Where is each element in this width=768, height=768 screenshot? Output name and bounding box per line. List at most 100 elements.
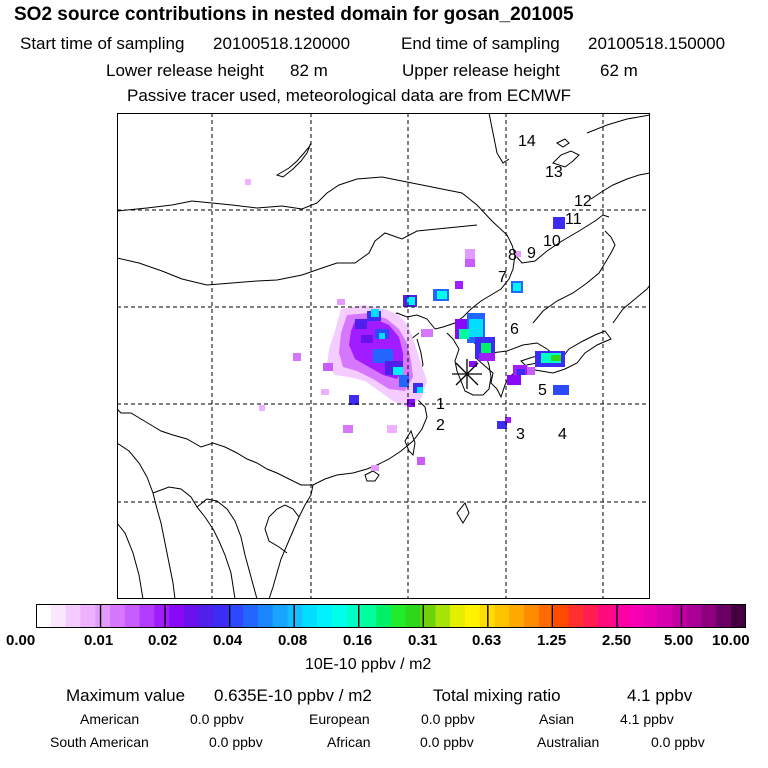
lower-release-label: Lower release height <box>106 61 264 80</box>
colorbar-cell <box>405 604 422 628</box>
receptor-asterisk <box>452 359 482 389</box>
region-label-12: 12 <box>574 193 592 210</box>
colorbar-cell <box>36 604 52 628</box>
south-american-value: 0.0 ppbv <box>209 734 263 750</box>
american-label: American <box>80 711 140 727</box>
colorbar-cell <box>494 604 510 628</box>
region-label-8: 8 <box>508 247 517 264</box>
lat-lon-grid <box>117 113 650 599</box>
colorbar-cell <box>361 604 377 628</box>
colorbar-cell <box>524 604 540 628</box>
colorbar-cell <box>272 604 288 628</box>
map-frame <box>117 113 650 599</box>
colorbar-cell <box>672 604 688 628</box>
colorbar-cell <box>568 604 584 628</box>
color-bar <box>36 604 746 628</box>
colorbar-cell <box>598 604 614 628</box>
tracer-note: Passive tracer used, meteorological data… <box>127 86 572 105</box>
plot-title: SO2 source contributions in nested domai… <box>14 4 574 25</box>
colorbar-cell <box>538 604 555 628</box>
colorbar-cell <box>450 604 466 628</box>
region-label-5: 5 <box>538 382 547 399</box>
colorbar-cell <box>420 604 436 628</box>
colorbar-cell <box>716 604 732 628</box>
upper-release-label: Upper release height <box>402 61 560 80</box>
colorbar-cell <box>213 604 229 628</box>
colorbar-cell <box>657 604 673 628</box>
colorbar-cell <box>612 604 629 628</box>
colorbar-tick-8: 0.63 <box>472 632 502 649</box>
upper-release-value: 62 m <box>600 61 638 80</box>
colorbar-cell <box>228 604 244 628</box>
colorbar-cell <box>731 604 746 628</box>
south-american-label: South American <box>50 734 149 750</box>
max-value-label: Maximum value <box>66 686 186 705</box>
colorbar-cell <box>302 604 318 628</box>
colorbar-cell <box>80 604 96 628</box>
colorbar-cell <box>376 604 392 628</box>
colorbar-cell <box>139 604 155 628</box>
african-label: African <box>327 734 371 750</box>
colorbar-tick-7: 0.31 <box>408 632 438 649</box>
colorbar-cell <box>257 604 274 628</box>
region-label-13: 13 <box>545 164 563 181</box>
plume-cell <box>465 249 475 259</box>
total-mixing-label: Total mixing ratio <box>433 686 561 705</box>
colorbar-cell <box>95 604 111 628</box>
american-value: 0.0 ppbv <box>190 711 244 727</box>
region-label-11: 11 <box>565 211 582 228</box>
colorbar-cell <box>627 604 643 628</box>
african-value: 0.0 ppbv <box>420 734 474 750</box>
total-mixing-value: 4.1 ppbv <box>627 686 693 705</box>
max-value: 0.635E-10 ppbv / m2 <box>214 686 372 705</box>
colorbar-cell <box>317 604 333 628</box>
colorbar-cell <box>124 604 141 628</box>
colorbar-cell <box>391 604 407 628</box>
colorbar-cell <box>686 604 703 628</box>
lower-release-value: 82 m <box>290 61 328 80</box>
end-time-label: End time of sampling <box>401 34 560 53</box>
start-time-label: Start time of sampling <box>20 34 185 53</box>
plume-cell <box>515 251 521 257</box>
colorbar-tick-9: 1.25 <box>537 632 567 649</box>
colorbar-cell <box>243 604 259 628</box>
colorbar-tick-3: 0.02 <box>148 632 178 649</box>
colorbar-tick-4: 0.04 <box>213 632 243 649</box>
region-label-1: 1 <box>436 396 445 413</box>
colorbar-unit: 10E-10 ppbv / m2 <box>305 656 432 673</box>
map-panel <box>117 113 650 599</box>
colorbar-tick-6: 0.16 <box>343 632 373 649</box>
plume-cell <box>245 179 251 185</box>
australian-label: Australian <box>537 734 600 750</box>
region-label-3: 3 <box>516 426 525 443</box>
start-time-value: 20100518.120000 <box>213 34 351 53</box>
colorbar-tick-11: 5.00 <box>664 632 694 649</box>
colorbar-tick-1: 0.00 <box>6 632 36 649</box>
colorbar-cell <box>198 604 214 628</box>
european-value: 0.0 ppbv <box>421 711 475 727</box>
end-time-value: 20100518.150000 <box>588 34 726 53</box>
colorbar-tick-5: 0.08 <box>278 632 308 649</box>
region-label-2: 2 <box>436 417 445 434</box>
colorbar-cell <box>346 604 362 628</box>
colorbar-cell <box>464 604 481 628</box>
colorbar-cell <box>183 604 200 628</box>
colorbar-cell <box>169 604 185 628</box>
colorbar-cell <box>154 604 170 628</box>
asian-value: 4.1 ppbv <box>620 711 674 727</box>
asian-label: Asian <box>539 711 575 727</box>
region-label-6: 6 <box>510 321 519 338</box>
region-label-4: 4 <box>558 426 567 443</box>
colorbar-tick-10: 2.50 <box>602 632 632 649</box>
colorbar-tick-12: 10.00 <box>712 632 750 649</box>
european-label: European <box>309 711 370 727</box>
colorbar-cell <box>583 604 599 628</box>
colorbar-cell <box>65 604 81 628</box>
region-label-9: 9 <box>527 245 536 262</box>
colorbar-cell <box>50 604 67 628</box>
colorbar-cell <box>553 604 569 628</box>
colorbar-tick-2: 0.01 <box>84 632 114 649</box>
colorbar-cell <box>435 604 451 628</box>
region-label-14: 14 <box>518 133 536 150</box>
region-label-7: 7 <box>498 269 507 286</box>
